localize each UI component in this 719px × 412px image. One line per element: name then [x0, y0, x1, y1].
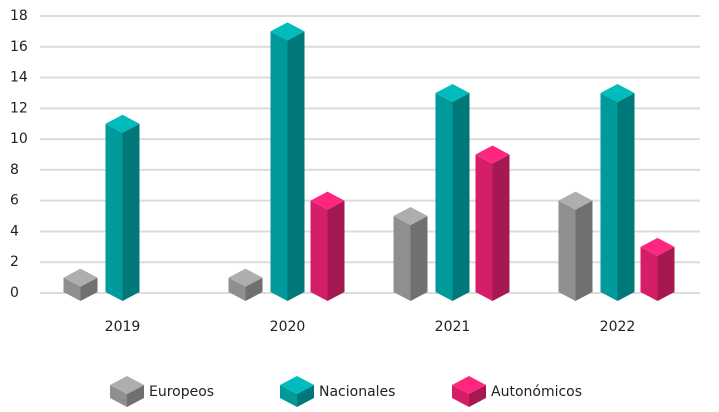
legend-label: Nacionales [319, 384, 395, 400]
bar [63, 268, 98, 301]
bar-left-face [228, 277, 246, 301]
y-tick-label: 4 [10, 223, 19, 239]
bar-right-face [80, 277, 98, 301]
bar-right-face [657, 246, 675, 301]
bar-left-face [310, 200, 328, 301]
bar-top-face [63, 268, 98, 287]
bar-right-face [492, 154, 510, 301]
bar [475, 145, 510, 301]
y-tick-label: 8 [10, 162, 19, 178]
bar-right-face [469, 385, 486, 407]
bar-top-face [452, 376, 486, 394]
y-tick-label: 16 [10, 39, 28, 55]
bar-right-face [617, 92, 635, 301]
y-tick-label: 18 [10, 8, 28, 24]
y-tick-label: 14 [10, 70, 28, 86]
legend-icon [280, 376, 314, 407]
bar [600, 83, 635, 301]
bar [105, 114, 140, 301]
bar-left-face [280, 385, 297, 407]
x-tick-label: 2020 [270, 319, 306, 335]
legend-icon [452, 376, 486, 407]
bar [558, 191, 593, 301]
bar-left-face [600, 92, 618, 301]
y-tick-label: 10 [10, 131, 28, 147]
y-tick-label: 12 [10, 100, 28, 116]
y-tick-label: 2 [10, 254, 19, 270]
bar-top-face [270, 22, 305, 41]
bar-top-face [280, 376, 314, 394]
bar-left-face [393, 216, 411, 301]
x-tick-label: 2021 [435, 319, 471, 335]
bar-right-face [287, 31, 305, 302]
bar [228, 268, 263, 301]
bar-right-face [452, 92, 470, 301]
bar-right-face [575, 200, 593, 301]
bar [435, 83, 470, 301]
bar-top-face [393, 207, 428, 226]
bar-right-face [410, 216, 428, 301]
bar-left-face [270, 31, 288, 302]
bar-top-face [105, 114, 140, 133]
legend-label: Autonómicos [491, 384, 582, 400]
bar-left-face [63, 277, 81, 301]
bar-left-face [475, 154, 493, 301]
bar [640, 237, 675, 301]
bar [393, 207, 428, 301]
bar-left-face [110, 385, 127, 407]
bar [270, 22, 305, 302]
bar-top-face [640, 237, 675, 256]
bar-right-face [327, 200, 345, 301]
bar-left-face [105, 123, 123, 301]
bar-right-face [127, 385, 144, 407]
bar-top-face [600, 83, 635, 102]
bar-right-face [297, 385, 314, 407]
x-tick-label: 2022 [600, 319, 636, 335]
bar-top-face [475, 145, 510, 164]
y-tick-label: 0 [10, 285, 19, 301]
bar-top-face [310, 191, 345, 210]
legend-icon [110, 376, 144, 407]
legend-label: Europeos [149, 384, 214, 400]
bar-left-face [640, 246, 658, 301]
bar-top-face [558, 191, 593, 210]
bar-top-face [435, 83, 470, 102]
bar-top-face [110, 376, 144, 394]
bar-left-face [558, 200, 576, 301]
bar-right-face [122, 123, 140, 301]
bar-top-face [228, 268, 263, 287]
bar-left-face [452, 385, 469, 407]
bar-left-face [435, 92, 453, 301]
bar-right-face [245, 277, 263, 301]
bar [310, 191, 345, 301]
y-tick-label: 6 [10, 193, 19, 209]
x-tick-label: 2019 [105, 319, 141, 335]
